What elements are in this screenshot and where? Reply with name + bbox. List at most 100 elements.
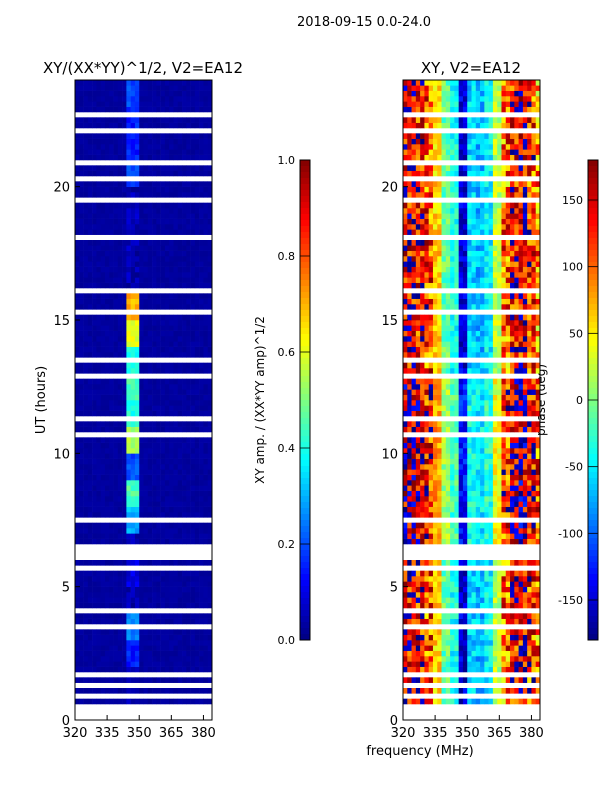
- heatmap-cell: [126, 139, 131, 145]
- heatmap-cell: [84, 427, 89, 433]
- heatmap-cell: [510, 613, 515, 619]
- heatmap-cell: [139, 448, 144, 454]
- heatmap-cell: [506, 325, 511, 331]
- heatmap-cell: [144, 651, 149, 657]
- heatmap-cell: [126, 395, 131, 401]
- heatmap-cell: [480, 315, 485, 321]
- heatmap-cell: [96, 139, 101, 145]
- heatmap-cell: [96, 576, 101, 582]
- heatmap-cell: [519, 389, 524, 395]
- heatmap-cell: [101, 581, 106, 587]
- heatmap-cell: [88, 507, 93, 513]
- heatmap-cell: [519, 304, 524, 310]
- heatmap-cell: [169, 347, 174, 353]
- heatmap-cell: [501, 443, 506, 449]
- heatmap-cell: [161, 304, 166, 310]
- heatmap-cell: [454, 640, 459, 646]
- heatmap-cell: [156, 224, 161, 230]
- heatmap-cell: [114, 107, 119, 113]
- heatmap-cell: [79, 469, 84, 475]
- heatmap-cell: [105, 107, 110, 113]
- heatmap-cell: [437, 501, 442, 507]
- heatmap-cell: [139, 389, 144, 395]
- heatmap-cell: [135, 101, 140, 107]
- heatmap-cell: [182, 368, 187, 374]
- heatmap-cell: [156, 528, 161, 534]
- heatmap-cell: [109, 320, 114, 326]
- heatmap-cell: [105, 485, 110, 491]
- heatmap-cell: [92, 187, 97, 193]
- heatmap-cell: [407, 501, 412, 507]
- heatmap-cell: [105, 224, 110, 230]
- heatmap-cell: [126, 528, 131, 534]
- heatmap-cell: [109, 117, 114, 123]
- heatmap-cell: [105, 203, 110, 209]
- heatmap-cell: [480, 363, 485, 369]
- heatmap-cell: [135, 272, 140, 278]
- heatmap-cell: [75, 448, 80, 454]
- heatmap-cell: [186, 144, 191, 150]
- heatmap-cell: [165, 603, 170, 609]
- heatmap-cell: [156, 491, 161, 497]
- heatmap-cell: [203, 453, 208, 459]
- heatmap-cell: [467, 395, 472, 401]
- heatmap-cell: [114, 85, 119, 91]
- heatmap-cell: [161, 229, 166, 235]
- heatmap-cell: [497, 645, 502, 651]
- heatmap-cell: [88, 304, 93, 310]
- heatmap-cell: [506, 603, 511, 609]
- heatmap-cell: [169, 501, 174, 507]
- heatmap-cell: [199, 155, 204, 161]
- heatmap-cell: [424, 411, 429, 417]
- heatmap-cell: [514, 587, 519, 593]
- heatmap-cell: [109, 107, 114, 113]
- heatmap-cell: [135, 656, 140, 662]
- heatmap-cell: [126, 229, 131, 235]
- heatmap-cell: [437, 331, 442, 337]
- heatmap-cell: [152, 91, 157, 97]
- heatmap-cell: [480, 656, 485, 662]
- heatmap-cell: [454, 411, 459, 417]
- heatmap-cell: [437, 651, 442, 657]
- heatmap-cell: [169, 469, 174, 475]
- heatmap-cell: [501, 400, 506, 406]
- heatmap-cell: [459, 491, 464, 497]
- heatmap-cell: [126, 293, 131, 299]
- heatmap-cell: [105, 640, 110, 646]
- heatmap-cell: [144, 405, 149, 411]
- heatmap-cell: [79, 363, 84, 369]
- heatmap-cell: [442, 635, 447, 641]
- heatmap-cell: [454, 619, 459, 625]
- heatmap-cell: [484, 667, 489, 673]
- heatmap-cell: [476, 629, 481, 635]
- heatmap-cell: [403, 603, 408, 609]
- heatmap-cell: [506, 485, 511, 491]
- heatmap-cell: [446, 480, 451, 486]
- heatmap-cell: [510, 688, 515, 694]
- heatmap-cell: [84, 293, 89, 299]
- heatmap-cell: [403, 592, 408, 598]
- heatmap-cell: [96, 661, 101, 667]
- heatmap-cell: [92, 379, 97, 385]
- heatmap-cell: [472, 533, 477, 539]
- heatmap-cell: [109, 192, 114, 198]
- heatmap-cell: [203, 352, 208, 358]
- panel-1-title: XY/(XX*YY)^1/2, V2=EA12: [43, 59, 243, 77]
- heatmap-cell: [514, 331, 519, 337]
- heatmap-cell: [131, 421, 136, 427]
- heatmap-cell: [114, 325, 119, 331]
- heatmap-cell: [514, 336, 519, 342]
- heatmap-cell: [519, 379, 524, 385]
- heatmap-cell: [446, 453, 451, 459]
- heatmap-cell: [148, 117, 153, 123]
- heatmap-cell: [156, 245, 161, 251]
- heatmap-cell: [122, 539, 127, 545]
- heatmap-cell: [442, 640, 447, 646]
- heatmap-cell: [493, 464, 498, 470]
- heatmap-cell: [118, 96, 123, 102]
- heatmap-cell: [203, 485, 208, 491]
- heatmap-cell: [96, 192, 101, 198]
- heatmap-cell: [139, 661, 144, 667]
- heatmap-cell: [178, 363, 183, 369]
- heatmap-cell: [173, 400, 178, 406]
